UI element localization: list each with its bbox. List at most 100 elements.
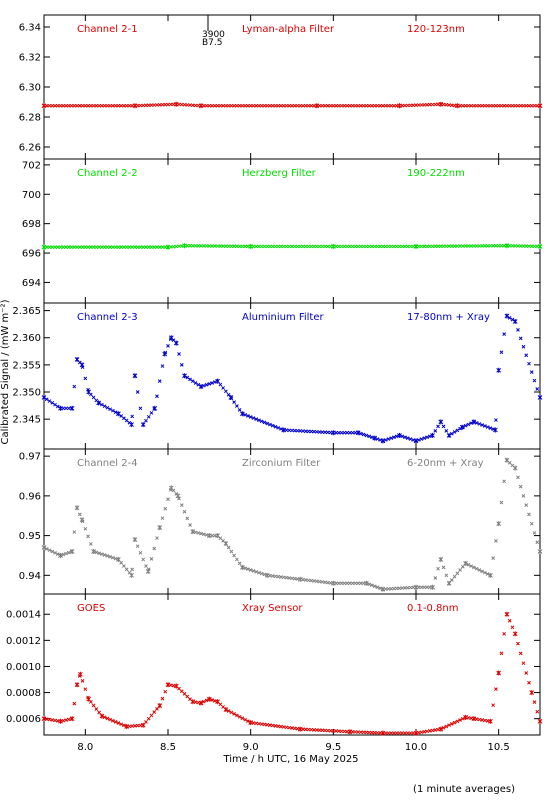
data-point	[196, 700, 201, 705]
data-point	[240, 411, 245, 416]
data-point	[444, 102, 449, 107]
data-point	[86, 245, 90, 250]
data-point	[193, 700, 198, 704]
y-tick-label: 696	[22, 249, 41, 260]
data-point	[61, 245, 66, 250]
data-point	[257, 103, 261, 108]
data-point	[383, 244, 388, 249]
data-point	[72, 245, 77, 250]
data-point	[163, 506, 168, 511]
data-point	[499, 500, 504, 505]
data-point	[69, 406, 74, 411]
data-point	[138, 406, 143, 411]
data-point	[538, 103, 542, 108]
data-point	[72, 530, 77, 534]
data-point	[88, 392, 93, 397]
data-point	[182, 243, 187, 248]
data-series-dense	[42, 612, 542, 735]
data-point	[463, 244, 468, 248]
data-point	[232, 244, 236, 249]
data-point	[155, 245, 159, 250]
data-point	[47, 548, 52, 553]
data-point	[72, 384, 77, 389]
data-point	[433, 244, 438, 249]
y-tick-label: 694	[22, 278, 41, 289]
data-point	[400, 731, 405, 735]
data-point	[254, 721, 259, 726]
data-point	[455, 428, 460, 433]
data-point	[166, 344, 170, 348]
data-point	[339, 430, 344, 435]
x-axis-label: Time / h UTC, 16 May 2025	[222, 754, 358, 765]
data-point	[295, 577, 300, 581]
data-point	[472, 716, 476, 721]
data-point	[436, 424, 440, 429]
data-point	[392, 244, 396, 249]
data-point	[386, 244, 391, 249]
data-point	[356, 581, 360, 586]
data-point	[100, 103, 104, 108]
data-point	[232, 103, 236, 108]
data-point	[188, 377, 192, 382]
data-point	[477, 422, 482, 426]
data-point	[215, 103, 220, 108]
data-series-dense	[42, 102, 542, 108]
data-point	[248, 720, 253, 725]
data-point	[422, 436, 427, 440]
data-point	[394, 731, 399, 735]
data-point	[91, 703, 96, 708]
data-point	[135, 544, 140, 549]
data-point	[83, 687, 88, 692]
data-point	[416, 730, 421, 735]
data-point	[306, 578, 311, 583]
data-point	[480, 103, 484, 108]
data-point	[306, 103, 311, 108]
data-point	[224, 103, 228, 108]
data-point	[375, 585, 380, 590]
data-point	[411, 244, 416, 249]
data-point	[350, 103, 355, 108]
filter-label: Zirconium Filter	[242, 458, 321, 469]
data-point	[237, 407, 242, 412]
data-point	[298, 103, 303, 108]
data-point	[88, 245, 93, 250]
data-point	[44, 245, 49, 250]
data-point	[270, 103, 275, 108]
y-tick-label: 6.30	[19, 83, 41, 94]
data-point	[53, 103, 57, 108]
y-tick-label: 6.28	[19, 113, 41, 124]
channel-label: GOES	[77, 603, 105, 614]
data-point	[367, 244, 372, 249]
data-point	[232, 400, 236, 404]
data-point	[111, 408, 115, 413]
data-point	[441, 244, 446, 249]
data-point	[496, 103, 501, 108]
data-point	[135, 390, 140, 394]
data-point	[254, 244, 259, 249]
data-point	[381, 439, 385, 443]
data-point	[361, 244, 366, 249]
data-point	[361, 432, 366, 437]
data-point	[403, 435, 407, 440]
data-point	[458, 244, 462, 248]
data-point	[507, 618, 512, 623]
data-point	[494, 418, 498, 422]
data-point	[488, 103, 493, 108]
data-point	[325, 580, 330, 585]
data-point	[207, 382, 212, 386]
data-point	[229, 710, 234, 715]
data-point	[155, 707, 159, 711]
data-point	[160, 516, 165, 521]
data-point	[130, 245, 135, 250]
data-point	[449, 431, 454, 436]
data-point	[438, 727, 443, 731]
data-point	[218, 382, 223, 387]
data-point	[144, 245, 148, 250]
data-point	[524, 353, 529, 358]
data-point	[259, 103, 264, 108]
data-point	[251, 721, 256, 725]
data-point	[47, 103, 52, 108]
data-point	[367, 434, 372, 439]
